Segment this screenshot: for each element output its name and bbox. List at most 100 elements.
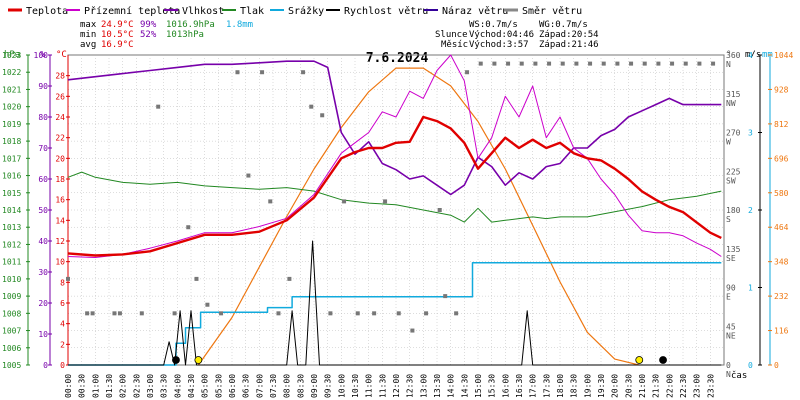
wind-ws: WS:0.7m/s [469,20,518,30]
wind-direction-point [276,311,281,316]
hpa-tick-label: 1013 [2,223,21,232]
c-tick-label: 6 [60,299,65,308]
wind-direction-point [656,61,661,66]
time-tick-label: 15:30 [488,374,497,398]
wind-direction-point [410,328,415,333]
solar-tick-label: 116 [774,327,789,336]
moon-label: Měsíc [441,40,468,50]
stats-max-press: 1016.9hPa [166,20,215,30]
legend-label-humidity: Vlhkost [182,6,224,17]
wind-direction-point [424,311,429,316]
legend-label-gust: Náraz větru [442,5,508,17]
solar-tick-label: 580 [774,189,789,198]
c-tick-label: 14 [55,216,65,225]
wind-direction-point [186,225,191,230]
pct-tick-label: 80 [38,113,48,122]
unit-hpa: hPa [4,50,20,60]
time-tick-label: 04:30 [187,374,196,398]
pct-tick-label: 20 [38,299,48,308]
wind-direction-point [328,311,333,316]
wind-direction-point [547,61,552,66]
moon-rise: Východ:3:57 [469,40,529,50]
c-tick-label: 10 [55,258,65,267]
stats-max-rain: 1.8mm [226,20,253,30]
time-tick-label: 06:30 [242,374,251,398]
time-tick-label: 08:00 [283,374,292,398]
wind-direction-point [615,61,620,66]
pct-tick-label: 50 [38,206,48,215]
hpa-tick-label: 1018 [2,137,21,146]
time-tick-label: 16:30 [515,374,524,398]
wind-direction-point [383,199,388,204]
wind-direction-point [194,276,199,281]
wind-direction-point [396,311,401,316]
c-tick-label: 2 [60,340,65,349]
wind-direction-point [287,276,292,281]
dir-tick-deg: 315 [726,90,741,99]
dir-tick-name: W [726,138,731,147]
moonset-marker [659,356,667,364]
time-tick-label: 10:30 [351,374,360,398]
unit-ms: m/s [745,50,761,60]
wind-direction-point [85,311,90,316]
legend: Teplota Přízemní teplota Vlhkost Tlak Sr… [8,5,582,17]
hpa-tick-label: 1007 [2,327,21,336]
time-tick-label: 06:00 [228,374,237,398]
wind-direction-point [454,311,459,316]
legend-label-direction: Směr větru [522,5,582,17]
wind-direction-point [112,311,117,316]
hpa-tick-label: 1012 [2,240,21,249]
time-tick-label: 16:00 [501,374,510,398]
wind-direction-point [268,199,273,204]
pct-tick-label: 30 [38,268,48,277]
wind-direction-point [437,208,442,212]
time-tick-label: 03:00 [146,374,155,398]
c-tick-label: 26 [55,92,65,101]
stats: max 24.9°C 99% 1016.9hPa 1.8mm min 10.5°… [80,20,599,50]
pct-tick-label: 100 [34,51,49,60]
dir-tick-name: S [726,215,731,224]
time-tick-label: 22:00 [665,374,674,398]
wind-direction-point [560,61,565,66]
c-tick-label: 18 [55,175,65,184]
wind-direction-point [117,311,122,316]
hpa-tick-label: 1009 [2,292,21,301]
dir-tick-name: NW [726,99,736,108]
dir-tick-name: E [726,293,731,302]
unit-headers: hPa % °C ° m/s mm [4,50,773,60]
solar-tick-label: 464 [774,223,789,232]
stats-min-label: min [80,30,96,40]
ms-tick-label: 1 [748,284,753,293]
series-line-teplota [67,115,722,257]
wind-direction-point [172,311,177,316]
c-tick-label: 20 [55,154,65,163]
wind-direction-point [355,311,360,316]
moon-set: Západ:21:46 [539,40,599,50]
hpa-tick-label: 1022 [2,68,21,77]
c-tick-label: 4 [60,320,65,329]
series-layer [66,54,722,366]
time-tick-label: 18:30 [570,374,579,398]
time-tick-label: 12:00 [392,374,401,398]
pct-tick-label: 90 [38,82,48,91]
time-tick-label: 09:30 [324,374,333,398]
hpa-tick-label: 1017 [2,154,21,163]
time-tick-label: 19:30 [597,374,606,398]
time-tick-label: 21:30 [652,374,661,398]
wind-direction-point [320,113,325,118]
wind-direction-point [66,276,70,281]
time-tick-label: 00:00 [64,374,73,398]
hpa-tick-label: 1016 [2,172,21,181]
time-tick-label: 01:00 [91,374,100,398]
wind-direction-point [260,70,265,75]
time-tick-label: 20:00 [611,374,620,398]
dir-tick-name: NE [726,331,736,340]
wind-direction-point [492,61,497,66]
series-line-sr-ky [68,261,722,366]
wind-direction-point [642,61,647,66]
wind-direction-point [711,61,716,66]
right-axes: 360N315NW270W225SW180S135SE90E45NE0N4321… [726,51,793,379]
wind-direction-point [574,61,579,66]
pct-tick-label: 60 [38,175,48,184]
